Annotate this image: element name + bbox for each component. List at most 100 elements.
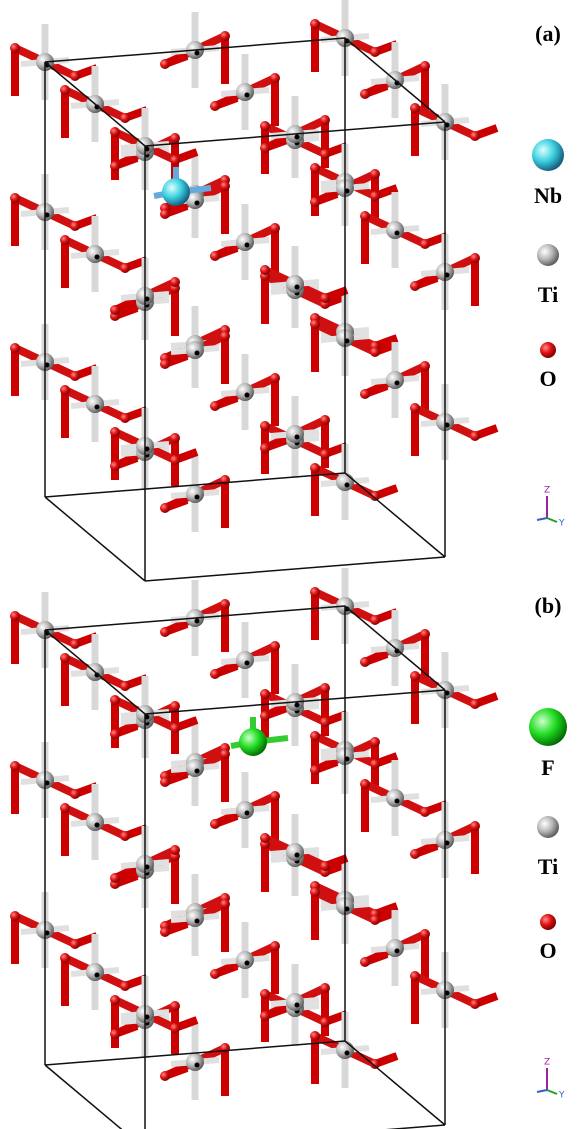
ti-atom — [336, 473, 354, 491]
o-atom — [60, 953, 70, 963]
o-atom — [410, 971, 420, 981]
o-atom — [360, 89, 370, 99]
o-atom — [420, 61, 430, 71]
o-atom — [110, 729, 120, 739]
axis-label: Z — [544, 1058, 550, 1068]
o-atom — [420, 929, 430, 939]
o-atom — [220, 749, 230, 759]
axis-y — [547, 518, 557, 522]
o-atom — [10, 761, 20, 771]
o-atom — [470, 699, 480, 709]
o-atom — [260, 833, 270, 843]
o-atom — [10, 343, 20, 353]
ti-atom-mark — [245, 243, 250, 248]
o-atom — [110, 995, 120, 1005]
ti-atom-mark — [95, 973, 100, 978]
o-atom — [120, 831, 130, 841]
o-atom — [310, 163, 320, 173]
o-atom — [160, 503, 170, 513]
bonds — [15, 568, 497, 1100]
o-atom — [320, 149, 330, 159]
ti-atom-mark — [245, 661, 250, 666]
ti-atom — [236, 651, 254, 669]
o-atom — [110, 161, 120, 171]
panel-label: (a) — [535, 21, 561, 46]
o-atom — [360, 779, 370, 789]
o-atom — [410, 281, 420, 291]
o-atom — [170, 277, 180, 287]
o-atom — [260, 421, 270, 431]
o-atom — [470, 999, 480, 1009]
o-atom — [210, 251, 220, 261]
o-atom — [260, 711, 270, 721]
legend-atom — [537, 816, 559, 838]
cell-edge — [145, 557, 445, 581]
o-atom — [160, 59, 170, 69]
axis-label: Y — [558, 519, 565, 529]
o-atom — [310, 1031, 320, 1041]
ti-atom-mark — [295, 1003, 300, 1008]
o-atom — [310, 319, 320, 329]
o-atom — [210, 819, 220, 829]
ti-atom-mark — [195, 201, 200, 206]
o-atom — [310, 463, 320, 473]
ti-atom — [86, 245, 104, 263]
o-atom — [260, 1011, 270, 1021]
o-atom — [410, 103, 420, 113]
o-atom — [220, 899, 230, 909]
legend-label: Ti — [538, 282, 558, 307]
ti-atom — [186, 909, 204, 927]
o-atom — [370, 737, 380, 747]
o-atom — [260, 121, 270, 131]
o-atom — [110, 461, 120, 471]
o-atom — [410, 403, 420, 413]
bonds — [15, 0, 497, 532]
o-atom — [220, 599, 230, 609]
ti-atom — [286, 275, 304, 293]
ti-atom-mark — [195, 1063, 200, 1068]
o-atom — [170, 155, 180, 165]
o-atom — [10, 611, 20, 621]
o-atom — [420, 629, 430, 639]
o-atom — [70, 221, 80, 231]
o-atom — [320, 115, 330, 125]
o-atom — [310, 765, 320, 775]
o-atom — [160, 927, 170, 937]
o-atom — [360, 211, 370, 221]
ti-atom-mark — [195, 619, 200, 624]
o-atom — [370, 615, 380, 625]
o-atom — [70, 371, 80, 381]
ti-atom-mark — [195, 495, 200, 500]
o-atom — [260, 989, 270, 999]
o-atom — [160, 777, 170, 787]
ti-atom-mark — [245, 961, 250, 966]
o-atom — [260, 143, 270, 153]
cell-edge — [45, 497, 145, 581]
ti-atom-mark — [295, 285, 300, 290]
o-atom — [470, 431, 480, 441]
o-atom — [110, 127, 120, 137]
ti-atom — [236, 383, 254, 401]
dopant-atom — [162, 178, 190, 206]
o-atom — [370, 169, 380, 179]
o-atom — [270, 373, 280, 383]
ti-atom — [336, 1041, 354, 1059]
o-atom — [260, 265, 270, 275]
o-atom — [410, 671, 420, 681]
axis-x — [537, 518, 547, 520]
o-atom — [270, 223, 280, 233]
ti-atom — [386, 939, 404, 957]
ti-atom-mark — [245, 93, 250, 98]
o-atom — [210, 969, 220, 979]
figure: (a)NbTiOZY(b)FTiOZY — [0, 0, 580, 1129]
ti-atom — [286, 993, 304, 1011]
ti-atom — [186, 485, 204, 503]
legend: (b)FTiO — [529, 593, 567, 963]
cell-edge — [45, 1065, 145, 1129]
ti-atom-mark — [295, 703, 300, 708]
ti-atom — [186, 341, 204, 359]
o-atom — [370, 759, 380, 769]
o-atom — [120, 681, 130, 691]
legend-label: Ti — [538, 854, 558, 879]
o-atom — [170, 1001, 180, 1011]
